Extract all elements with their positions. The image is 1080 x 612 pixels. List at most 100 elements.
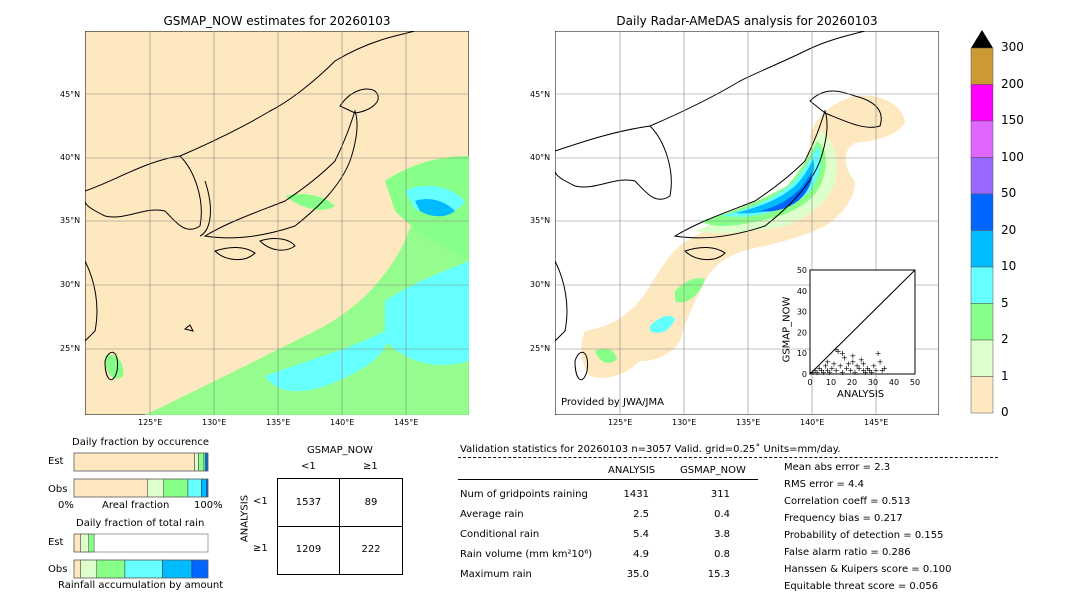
contingency-cell: 1537 — [295, 497, 322, 508]
scatter-point: + — [843, 364, 850, 373]
stat-gsmap: 311 — [710, 489, 730, 500]
scatter-x-tick: 20 — [847, 378, 857, 387]
colorbar-segment — [970, 339, 994, 377]
contingency-cell: 89 — [364, 497, 378, 508]
colorbar-segment — [970, 84, 994, 122]
scatter-point: + — [824, 366, 831, 375]
contingency-col-ge1: ≥1 — [363, 461, 378, 472]
lat-label: 25°N — [530, 344, 551, 353]
scatter-x-tick: 0 — [807, 378, 812, 387]
scatter-point: + — [852, 368, 859, 377]
scatter-point: + — [881, 364, 888, 373]
lon-label: 125°E — [138, 418, 163, 427]
scatter-x-tick: 30 — [868, 378, 878, 387]
colorbar-level-label: 300 — [1001, 40, 1024, 54]
occurrence-xlabel-left: 0% — [58, 500, 74, 511]
lon-label: 145°E — [864, 418, 889, 427]
scatter-xlabel: ANALYSIS — [837, 389, 885, 400]
rain-fraction-segment — [162, 559, 193, 579]
scatter-point: + — [864, 364, 871, 373]
scatter-point: + — [841, 353, 848, 362]
validation-header: Validation statistics for 20260103 n=305… — [460, 444, 841, 455]
scatter-point: + — [871, 362, 878, 371]
stat-analysis: 1431 — [623, 489, 649, 500]
scatter-point: + — [822, 362, 829, 371]
lon-label: 140°E — [330, 418, 355, 427]
score-line: False alarm ratio = 0.286 — [784, 547, 911, 558]
rain-fraction-bar-frame — [73, 533, 209, 553]
colorbar-segment — [970, 157, 994, 195]
colorbar-level-label: 2 — [1001, 332, 1009, 346]
contingency-table: 1537 89 1209 222 — [277, 478, 403, 575]
lon-label: 130°E — [672, 418, 697, 427]
scatter-ylabel: GSMAP_NOW — [781, 296, 793, 363]
rain-row-est: Est — [48, 537, 64, 548]
contingency-row-label: ANALYSIS — [239, 494, 251, 543]
occurrence-xlabel-right: 100% — [194, 500, 223, 511]
scatter-point: + — [860, 360, 867, 369]
scatter-point: + — [839, 349, 846, 358]
occurrence-segment — [194, 452, 199, 472]
scatter-point: + — [814, 368, 821, 377]
validation-divider — [458, 457, 998, 458]
colorbar-level-label: 0 — [1001, 405, 1009, 419]
scatter-point: + — [820, 368, 827, 377]
scatter-diagonal — [809, 269, 916, 375]
lat-label: 40°N — [60, 153, 81, 162]
scatter-point: + — [877, 358, 884, 367]
colorbar-segment — [970, 120, 994, 158]
stat-label: Maximum rain — [460, 569, 532, 580]
rain-fraction-chart — [73, 533, 209, 579]
scatter-point: + — [856, 364, 863, 373]
occurrence-segment — [201, 478, 207, 498]
rain-fraction-segment — [73, 559, 81, 579]
scatter-point: + — [833, 366, 840, 375]
lat-label: 45°N — [60, 90, 81, 99]
contingency-title: GSMAP_NOW — [307, 445, 373, 456]
col-analysis-header: ANALYSIS — [608, 465, 656, 476]
colorbar-segment — [970, 376, 994, 414]
colorbar-level-label: 50 — [1001, 186, 1017, 200]
stat-analysis: 2.5 — [633, 509, 649, 520]
occurrence-segment — [147, 478, 165, 498]
rain-fraction-segment — [88, 533, 95, 553]
scatter-point: + — [847, 366, 854, 375]
scatter-point: + — [850, 358, 857, 367]
stat-label: Average rain — [460, 509, 524, 520]
lon-label: 130°E — [202, 418, 227, 427]
scatter-point: + — [826, 368, 833, 377]
stat-analysis: 35.0 — [626, 569, 649, 580]
colorbar-extend-arrow — [971, 30, 993, 48]
colorbar-segment — [970, 230, 994, 268]
scatter-y-tick: 10 — [797, 349, 807, 358]
colorbar-level-label: 20 — [1001, 222, 1017, 237]
scatter-point: + — [845, 360, 852, 369]
rain-fraction-segment — [96, 559, 126, 579]
stat-gsmap: 0.4 — [714, 509, 730, 520]
occurrence-chart — [73, 452, 209, 498]
rain-fraction-segment — [80, 559, 98, 579]
colorbar-segment — [970, 47, 994, 85]
scatter-x-tick: 50 — [910, 378, 920, 387]
left-map — [85, 31, 469, 415]
scatter-point: + — [839, 368, 846, 377]
colorbar-segment — [970, 266, 994, 304]
score-line: Hanssen & Kuipers score = 0.100 — [784, 564, 952, 575]
colorbar-level-label: 5 — [1001, 295, 1009, 310]
scatter-y-tick: 20 — [797, 328, 807, 337]
stat-gsmap: 3.8 — [714, 529, 730, 540]
score-line: Frequency bias = 0.217 — [784, 513, 903, 524]
occurrence-segment — [163, 478, 189, 498]
right-map — [555, 31, 939, 415]
contingency-row-lt1: <1 — [253, 496, 268, 507]
occurrence-segment — [187, 478, 202, 498]
col-gsmap-header: GSMAP_NOW — [680, 465, 746, 476]
scatter-point: + — [879, 366, 886, 375]
scatter-point: + — [860, 366, 867, 375]
scatter-x-tick: 10 — [826, 378, 836, 387]
stat-label: Num of gridpoints raining — [460, 489, 588, 500]
scatter-y-tick: 40 — [797, 287, 807, 296]
rain-fraction-segment — [124, 559, 163, 579]
scatter-point: + — [818, 366, 825, 375]
lon-label: 125°E — [608, 418, 633, 427]
